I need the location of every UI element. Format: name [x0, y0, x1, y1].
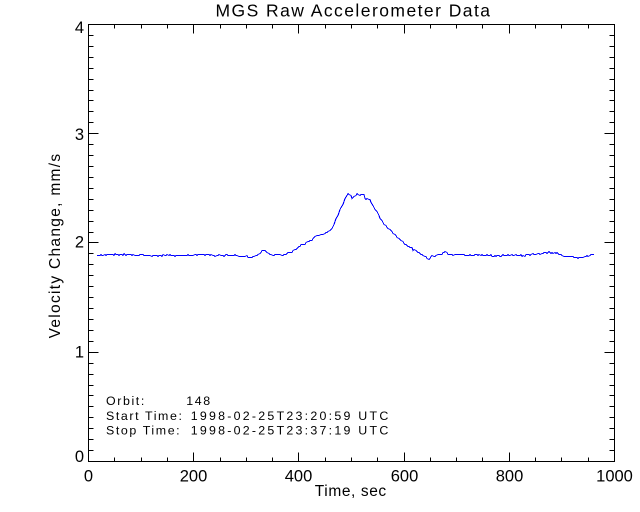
svg-text:Start Time:: Start Time:: [106, 409, 184, 423]
svg-text:4: 4: [75, 19, 84, 37]
svg-text:200: 200: [180, 468, 208, 486]
svg-text:1998-02-25T23:37:19 UTC: 1998-02-25T23:37:19 UTC: [191, 423, 391, 437]
svg-text:0: 0: [75, 448, 84, 466]
svg-text:600: 600: [391, 468, 419, 486]
svg-text:0: 0: [84, 468, 93, 486]
svg-text:1998-02-25T23:20:59 UTC: 1998-02-25T23:20:59 UTC: [191, 409, 391, 423]
svg-text:2: 2: [75, 234, 84, 252]
svg-text:Time, sec: Time, sec: [315, 483, 387, 500]
svg-text:Velocity Change, mm/s: Velocity Change, mm/s: [47, 153, 64, 339]
svg-text:1: 1: [75, 344, 84, 362]
svg-text:Stop Time:: Stop Time:: [106, 423, 181, 437]
svg-text:1000: 1000: [596, 468, 633, 486]
svg-text:Orbit:: Orbit:: [106, 394, 146, 408]
svg-text:3: 3: [75, 126, 84, 144]
svg-text:148: 148: [186, 394, 211, 408]
svg-text:400: 400: [285, 468, 313, 486]
svg-text:800: 800: [496, 468, 524, 486]
svg-text:MGS Raw Accelerometer Data: MGS Raw Accelerometer Data: [216, 1, 492, 21]
